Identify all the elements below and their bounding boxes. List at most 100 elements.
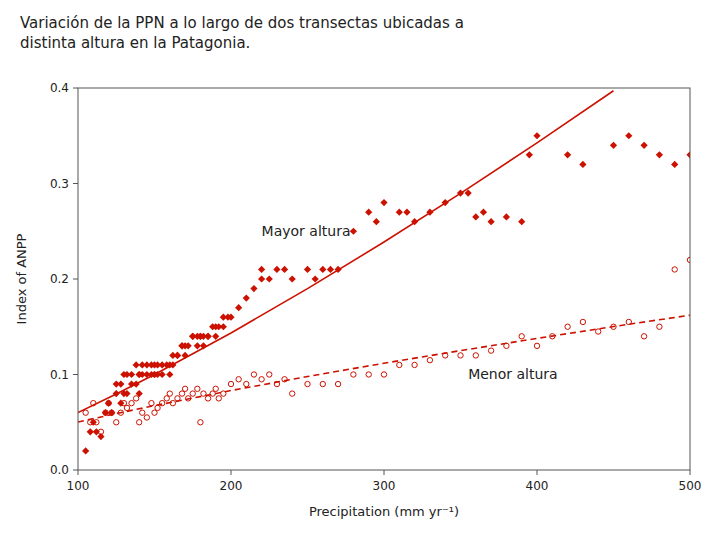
point-circle [91, 400, 96, 405]
point-circle [244, 381, 249, 386]
point-circle [83, 410, 88, 415]
point-diamond [480, 209, 487, 216]
point-diamond [373, 218, 380, 225]
point-circle [427, 357, 432, 362]
point-diamond [380, 199, 387, 206]
point-circle [366, 372, 371, 377]
point-circle [458, 353, 463, 358]
point-diamond [159, 371, 166, 378]
point-diamond [113, 390, 120, 397]
point-diamond [212, 333, 219, 340]
point-diamond [204, 333, 211, 340]
y-axis-label: Index of ANPP [14, 233, 29, 324]
point-circle [159, 400, 164, 405]
point-diamond [671, 161, 678, 168]
point-circle [106, 400, 111, 405]
point-circle [149, 400, 154, 405]
y-tick [73, 470, 78, 471]
x-tick [690, 470, 691, 475]
x-tick-label: 100 [67, 479, 90, 493]
point-circle [351, 372, 356, 377]
title-line: Variación de la PPN a lo largo de dos tr… [20, 14, 464, 32]
point-circle [580, 319, 585, 324]
point-diamond [266, 275, 273, 282]
point-circle [185, 396, 190, 401]
point-diamond [656, 151, 663, 158]
point-diamond [503, 213, 510, 220]
annotation: Menor altura [468, 366, 558, 382]
point-diamond [273, 266, 280, 273]
scatter-series [82, 132, 690, 454]
trend-line [78, 91, 614, 413]
point-circle [228, 381, 233, 386]
point-circle [335, 381, 340, 386]
plot-area [78, 88, 690, 470]
point-diamond [289, 275, 296, 282]
point-circle [565, 324, 570, 329]
point-diamond [403, 209, 410, 216]
point-circle [381, 372, 386, 377]
point-diamond [169, 361, 176, 368]
point-circle [109, 410, 114, 415]
point-diamond [243, 295, 250, 302]
x-tick-label: 200 [220, 479, 243, 493]
point-circle [190, 391, 195, 396]
point-circle [657, 324, 662, 329]
point-diamond [350, 228, 357, 235]
point-diamond [250, 285, 257, 292]
point-circle [473, 353, 478, 358]
point-diamond [258, 266, 265, 273]
point-diamond [258, 275, 265, 282]
x-tick-label: 300 [373, 479, 396, 493]
point-diamond [579, 161, 586, 168]
x-tick-label: 500 [679, 479, 702, 493]
point-diamond [200, 342, 207, 349]
point-circle [221, 391, 226, 396]
point-circle [259, 377, 264, 382]
point-circle [195, 386, 200, 391]
point-diamond [220, 323, 227, 330]
point-diamond [117, 380, 124, 387]
point-circle [550, 334, 555, 339]
point-circle [236, 377, 241, 382]
point-diamond [564, 151, 571, 158]
point-circle [290, 391, 295, 396]
point-circle [534, 343, 539, 348]
point-circle [144, 415, 149, 420]
point-circle [274, 381, 279, 386]
point-diamond [281, 266, 288, 273]
y-tick-label: 0.0 [50, 463, 69, 477]
point-diamond [686, 151, 690, 158]
x-tick [231, 470, 232, 475]
point-diamond [472, 213, 479, 220]
point-diamond [235, 304, 242, 311]
point-circle [611, 324, 616, 329]
y-tick [73, 279, 78, 280]
point-circle [305, 381, 310, 386]
point-diamond [174, 352, 181, 359]
point-diamond [396, 209, 403, 216]
point-circle [205, 396, 210, 401]
point-diamond [312, 275, 319, 282]
point-diamond [93, 428, 100, 435]
point-diamond [87, 428, 94, 435]
title-line: distinta altura en la Patagonia. [20, 34, 250, 52]
point-circle [412, 362, 417, 367]
x-tick [384, 470, 385, 475]
axes: 1002003004005000.00.10.20.30.4 [50, 81, 702, 493]
y-tick [73, 183, 78, 184]
point-diamond [610, 142, 617, 149]
point-circle [170, 400, 175, 405]
point-diamond [182, 352, 189, 359]
point-circle [167, 391, 172, 396]
point-diamond [133, 380, 140, 387]
point-diamond [82, 447, 89, 454]
point-diamond [108, 409, 115, 416]
point-diamond [185, 342, 192, 349]
point-circle [626, 319, 631, 324]
y-tick-label: 0.2 [50, 272, 69, 286]
plot-frame [78, 88, 690, 470]
point-diamond [327, 266, 334, 273]
x-tick [537, 470, 538, 475]
point-circle [98, 429, 103, 434]
